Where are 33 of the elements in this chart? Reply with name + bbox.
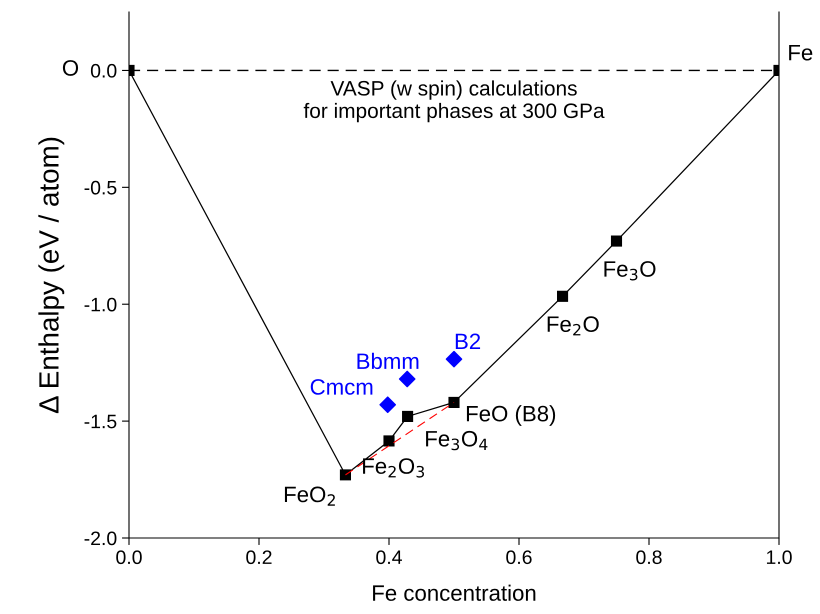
y-tick-label: 0.0	[90, 64, 116, 78]
y-tick-label: -2.0	[84, 531, 116, 546]
x-tick-label: 0.8	[636, 550, 662, 564]
point	[383, 435, 395, 447]
y-axis-title: Δ Enthalpy (eV / atom)	[38, 138, 64, 414]
annotation: Bbmm	[357, 352, 418, 370]
y-tick-label: -1.5	[84, 414, 116, 428]
x-tick-label: 0.4	[376, 550, 402, 564]
x-tick-label: 0.6	[506, 550, 532, 564]
point	[398, 370, 416, 388]
x-axis-title: Fe concentration	[373, 584, 536, 601]
annotation: VASP (w spin) calculations for important phases at 300 GPa	[304, 80, 605, 122]
text: O	[62, 60, 78, 76]
annotation: Fe	[789, 44, 812, 60]
annotation: Fe$_{3}$O$_{4}$	[426, 430, 488, 450]
annotation: Fe$_{2}$O	[548, 316, 599, 336]
y-tick-label: -1.0	[84, 298, 116, 312]
point	[556, 290, 568, 302]
annotation: Fe$_{2}$O$_{3}$	[363, 458, 424, 478]
annotation: Fe$_{3}$O	[604, 261, 656, 280]
annotation: FeO$_{2}$	[284, 486, 335, 506]
point	[379, 396, 396, 414]
y-tick-label: -0.5	[84, 180, 116, 195]
point	[340, 469, 352, 480]
point	[446, 350, 462, 368]
annotation: FeO (B8)	[466, 405, 556, 426]
point	[448, 396, 460, 408]
x-tick-label: 1.0	[766, 550, 792, 564]
point	[402, 410, 414, 422]
x-tick-label: 0.0	[116, 550, 142, 564]
annotation: B2	[456, 333, 480, 349]
x-tick-label: 0.2	[246, 550, 272, 564]
annotation: Cmcm	[310, 379, 372, 395]
